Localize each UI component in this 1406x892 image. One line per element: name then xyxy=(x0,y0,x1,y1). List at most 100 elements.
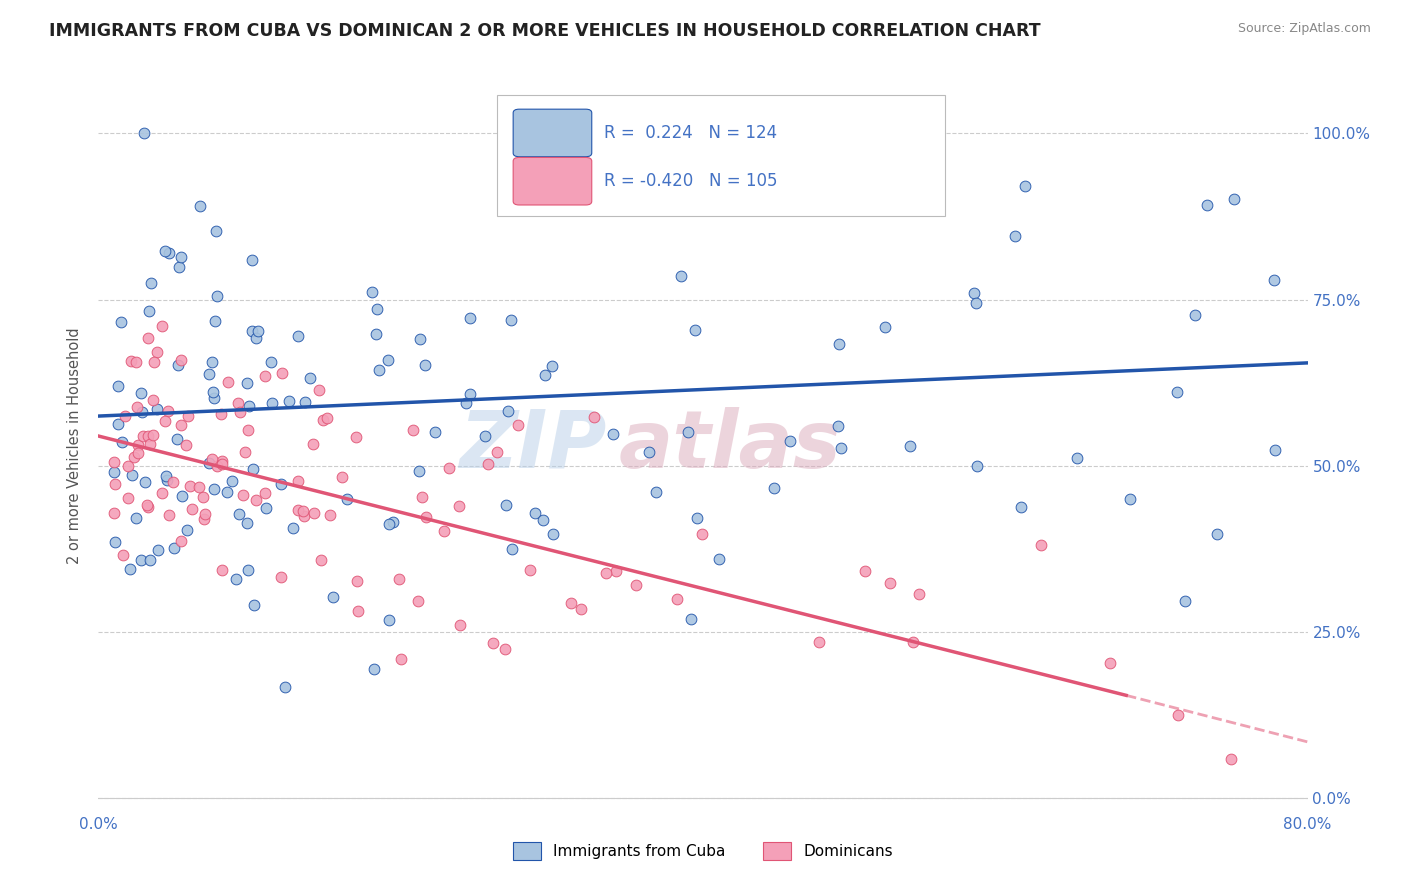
Point xyxy=(270,477,292,491)
Point xyxy=(117,459,139,474)
Point xyxy=(177,409,200,423)
Point xyxy=(1206,526,1229,541)
Point xyxy=(179,478,201,492)
Point xyxy=(205,224,228,238)
Point xyxy=(287,329,309,343)
Point xyxy=(853,564,876,578)
Point xyxy=(409,332,432,346)
Point xyxy=(808,635,831,649)
Point xyxy=(120,354,142,368)
Point xyxy=(898,439,921,453)
Point xyxy=(146,543,169,558)
Point xyxy=(458,311,481,326)
FancyBboxPatch shape xyxy=(513,158,592,205)
Point xyxy=(908,587,931,601)
Point xyxy=(292,508,315,523)
Point xyxy=(162,475,184,489)
Point xyxy=(254,486,277,500)
Point xyxy=(291,503,314,517)
FancyBboxPatch shape xyxy=(498,95,945,216)
Point xyxy=(125,401,148,415)
Point xyxy=(571,602,593,616)
Point xyxy=(242,598,264,612)
Point xyxy=(408,464,430,478)
Point xyxy=(136,428,159,442)
Point xyxy=(139,437,162,451)
FancyBboxPatch shape xyxy=(513,109,592,157)
Point xyxy=(153,244,176,259)
Point xyxy=(1223,192,1246,206)
Point xyxy=(142,392,165,407)
Point xyxy=(347,604,370,618)
Point xyxy=(169,417,191,432)
Point xyxy=(202,391,225,405)
Point xyxy=(232,488,254,502)
Point xyxy=(225,572,247,586)
Point xyxy=(413,358,436,372)
Point xyxy=(240,252,263,267)
Point xyxy=(779,434,801,448)
Point xyxy=(194,507,217,521)
Point xyxy=(270,570,292,584)
Point xyxy=(302,437,325,451)
Point xyxy=(377,352,399,367)
Y-axis label: 2 or more Vehicles in Household: 2 or more Vehicles in Household xyxy=(67,327,83,565)
Point xyxy=(1010,500,1032,515)
Point xyxy=(167,260,190,275)
Point xyxy=(233,445,256,459)
Point xyxy=(245,331,267,345)
Point xyxy=(103,535,125,549)
Point xyxy=(245,493,267,508)
Point xyxy=(344,430,367,444)
Point xyxy=(1184,308,1206,322)
Point xyxy=(531,513,554,527)
Point xyxy=(188,480,211,494)
Point xyxy=(198,367,221,381)
Point xyxy=(238,564,260,578)
Text: Source: ZipAtlas.com: Source: ZipAtlas.com xyxy=(1237,22,1371,36)
Point xyxy=(110,315,132,329)
Point xyxy=(879,575,901,590)
Point xyxy=(477,458,499,472)
Point xyxy=(117,491,139,505)
Point xyxy=(595,566,617,581)
Point xyxy=(506,417,529,432)
Point xyxy=(485,445,508,459)
Point xyxy=(107,417,129,431)
Point xyxy=(156,404,179,418)
Point xyxy=(193,512,215,526)
Point xyxy=(205,289,228,303)
Point xyxy=(605,564,627,578)
Point xyxy=(1004,229,1026,244)
Point xyxy=(322,590,344,604)
Point xyxy=(180,501,202,516)
Point xyxy=(253,369,276,384)
Point xyxy=(131,386,153,401)
Point xyxy=(501,542,523,557)
Point xyxy=(176,523,198,537)
Point xyxy=(456,396,478,410)
Point xyxy=(157,245,180,260)
Point xyxy=(1014,179,1036,194)
Point xyxy=(236,423,259,437)
Point xyxy=(170,533,193,548)
Point xyxy=(308,383,330,397)
Point xyxy=(278,393,301,408)
Point xyxy=(209,407,232,421)
Point xyxy=(201,355,224,369)
Point xyxy=(363,662,385,676)
Point xyxy=(139,553,162,567)
Point xyxy=(299,370,322,384)
Point xyxy=(873,320,896,334)
Point xyxy=(966,459,988,474)
Point xyxy=(172,489,194,503)
Point xyxy=(138,304,160,318)
Text: IMMIGRANTS FROM CUBA VS DOMINICAN 2 OR MORE VEHICLES IN HOUSEHOLD CORRELATION CH: IMMIGRANTS FROM CUBA VS DOMINICAN 2 OR M… xyxy=(49,22,1040,40)
Point xyxy=(1219,752,1241,766)
Point xyxy=(683,322,706,336)
Point xyxy=(676,425,699,439)
Point xyxy=(690,527,713,541)
Point xyxy=(315,411,337,425)
Point xyxy=(519,563,541,577)
Point xyxy=(111,548,134,562)
